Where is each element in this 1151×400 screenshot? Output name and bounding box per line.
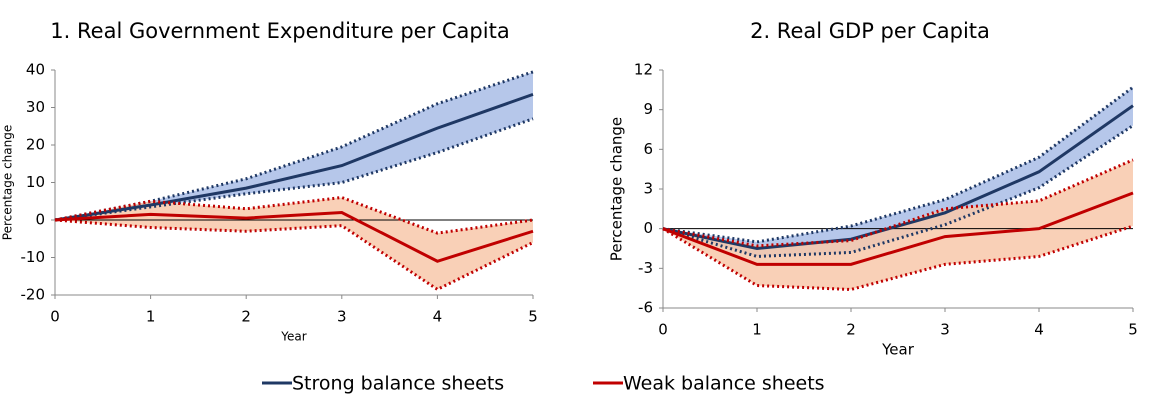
x-tick-label: 4 (433, 308, 443, 326)
y-tick-label: 0 (643, 219, 653, 237)
y-tick-label: 9 (643, 100, 653, 118)
y-tick-label: 3 (643, 180, 653, 198)
series-line (662, 104, 1134, 251)
lower-bound (54, 117, 534, 222)
x-tick-label: 4 (1034, 321, 1044, 339)
x-axis-label: Year (881, 341, 915, 359)
confidence-band (55, 197, 533, 290)
legend-label: Strong balance sheets (292, 373, 504, 395)
x-tick-label: 0 (50, 308, 60, 326)
series-line (662, 191, 1134, 266)
y-tick-label: -10 (21, 248, 46, 266)
lower-bound (662, 224, 1134, 291)
y-tick-label: -6 (638, 299, 653, 317)
x-tick-label: 0 (658, 321, 668, 339)
x-tick-label: 5 (1128, 321, 1138, 339)
x-tick-label: 3 (337, 308, 347, 326)
upper-bound (662, 158, 1134, 248)
series-line (54, 92, 534, 222)
y-tick-label: 10 (26, 173, 45, 191)
upper-bound (54, 70, 534, 222)
y-tick-label: 12 (634, 61, 653, 79)
x-tick-label: 1 (752, 321, 762, 339)
x-axis-label: Year (280, 330, 306, 344)
x-tick-label: 5 (528, 308, 538, 326)
upper-bound (662, 85, 1134, 244)
x-tick-label: 3 (940, 321, 950, 339)
y-tick-label: 6 (643, 140, 653, 158)
series-line (54, 210, 534, 263)
y-tick-label: 20 (26, 136, 45, 154)
chart-title: 1. Real Government Expenditure per Capit… (50, 19, 509, 43)
y-axis-label: Percentage change (1, 125, 15, 240)
x-tick-label: 1 (146, 308, 156, 326)
x-tick-label: 2 (241, 308, 251, 326)
y-tick-label: 0 (35, 211, 45, 229)
y-tick-label: -20 (21, 286, 46, 304)
y-axis-label: Percentage change (608, 117, 626, 261)
y-tick-label: -3 (638, 259, 653, 277)
legend-label: Weak balance sheets (623, 373, 825, 395)
y-tick-label: 40 (26, 61, 45, 79)
upper-bound (54, 195, 534, 235)
lower-bound (662, 124, 1134, 258)
y-tick-label: 30 (26, 98, 45, 116)
x-tick-label: 2 (846, 321, 856, 339)
confidence-band (55, 71, 533, 220)
chart-title: 2. Real GDP per Capita (750, 19, 990, 43)
